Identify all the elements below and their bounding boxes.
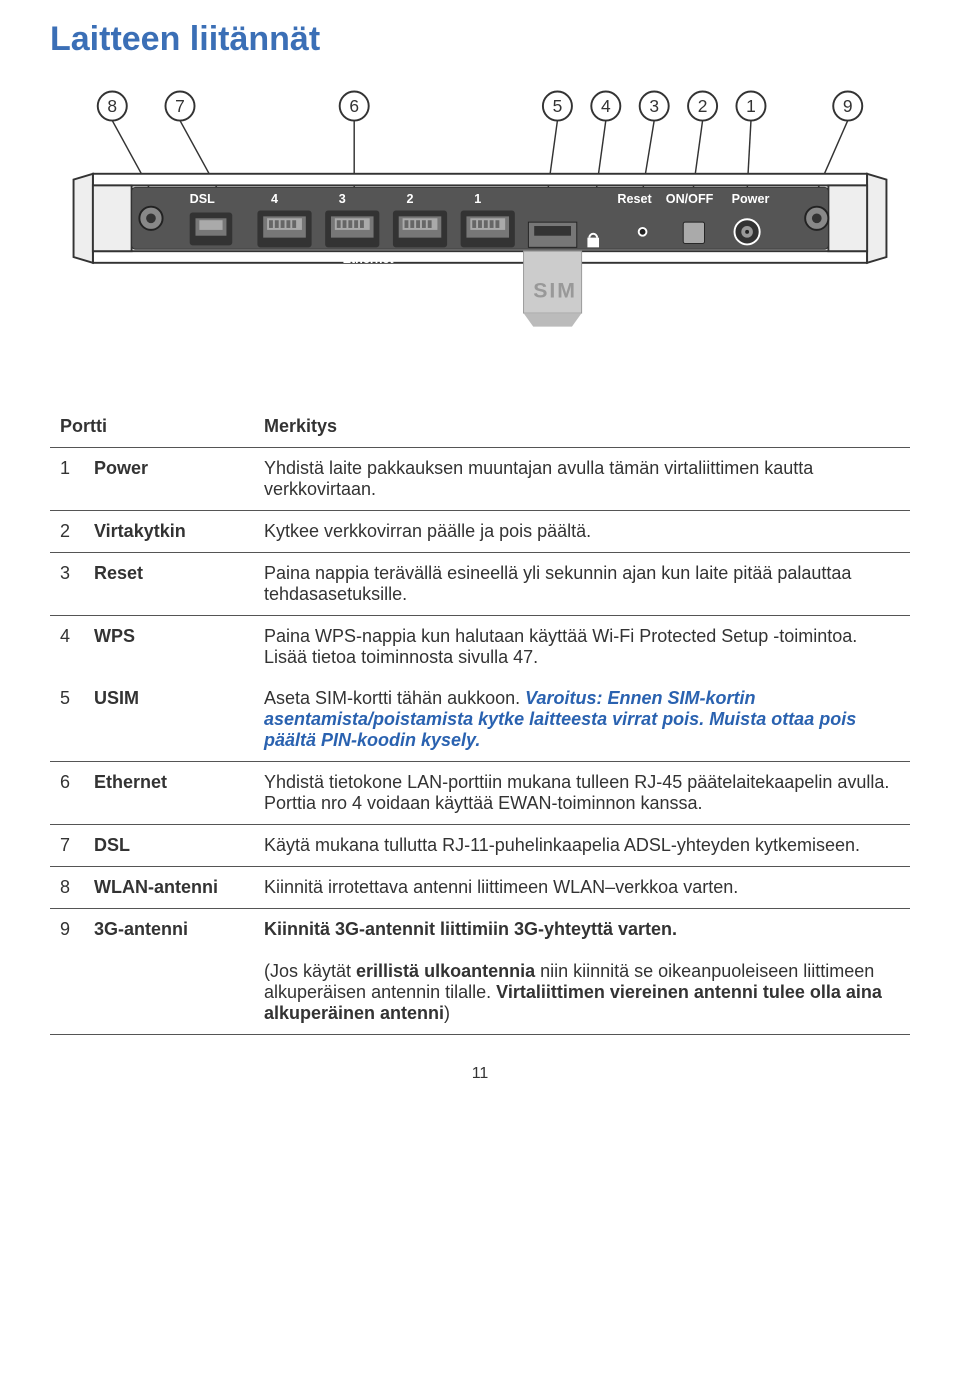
svg-text:3: 3	[649, 96, 659, 116]
col-merkitys: Merkitys	[254, 406, 910, 448]
device-diagram: 8 7 6 5 4 3 2 1 9	[50, 77, 910, 377]
svg-text:1: 1	[474, 192, 481, 206]
sim-label: SIM	[533, 279, 577, 303]
svg-text:Reset: Reset	[617, 192, 652, 206]
svg-text:ON/OFF: ON/OFF	[666, 192, 714, 206]
page-title: Laitteen liitännät	[50, 20, 910, 59]
svg-text:2: 2	[406, 192, 413, 206]
svg-text:9: 9	[843, 96, 853, 116]
table-row: 9 3G-antenni Kiinnitä 3G-antennit liitti…	[50, 909, 910, 1035]
svg-text:Power: Power	[732, 192, 770, 206]
svg-text:6: 6	[349, 96, 359, 116]
page-number: 11	[50, 1065, 910, 1083]
svg-text:3: 3	[339, 192, 346, 206]
table-row: 1 Power Yhdistä laite pakkauksen muuntaj…	[50, 448, 910, 511]
svg-text:1: 1	[746, 96, 756, 116]
ethernet-label: Ethernet	[343, 252, 395, 266]
col-portti: Portti	[50, 406, 254, 448]
svg-text:8: 8	[107, 96, 117, 116]
svg-text:4: 4	[601, 96, 611, 116]
table-row: 4 WPS Paina WPS-nappia kun halutaan käyt…	[50, 616, 910, 679]
svg-text:5: 5	[553, 96, 563, 116]
table-row: 5 USIM Aseta SIM-kortti tähän aukkoon. V…	[50, 678, 910, 762]
table-row: 2 Virtakytkin Kytkee verkkovirran päälle…	[50, 511, 910, 553]
table-row: 3 Reset Paina nappia terävällä esineellä…	[50, 553, 910, 616]
table-row: 6 Ethernet Yhdistä tietokone LAN-porttii…	[50, 762, 910, 825]
svg-text:2: 2	[698, 96, 708, 116]
table-row: 7 DSL Käytä mukana tullutta RJ-11-puheli…	[50, 825, 910, 867]
ports-table: Portti Merkitys 1 Power Yhdistä laite pa…	[50, 406, 910, 1035]
svg-text:DSL: DSL	[190, 192, 215, 206]
table-row: 8 WLAN-antenni Kiinnitä irrotettava ante…	[50, 867, 910, 909]
svg-text:4: 4	[271, 192, 278, 206]
svg-text:7: 7	[175, 96, 185, 116]
